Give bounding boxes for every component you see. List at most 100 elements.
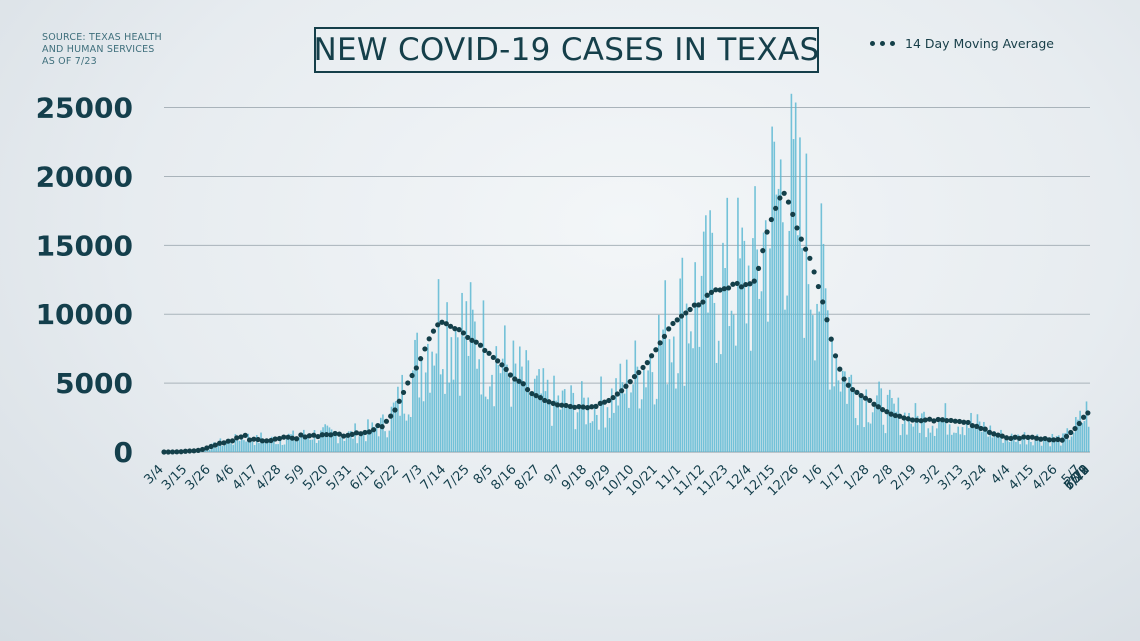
daily-bar <box>983 421 985 452</box>
daily-bar <box>561 390 564 452</box>
x-tick-label: 4/26 <box>1029 462 1060 493</box>
daily-bar <box>418 397 421 452</box>
daily-bar <box>698 346 701 452</box>
moving-average-point <box>901 415 907 421</box>
daily-bar <box>722 242 724 452</box>
daily-bar <box>782 222 784 452</box>
daily-bar <box>662 329 664 452</box>
x-axis: 3/43/153/264/64/174/285/95/205/316/116/2… <box>141 462 1092 499</box>
moving-average-point <box>567 403 573 410</box>
legend: 14 Day Moving Average <box>870 35 1054 51</box>
daily-bar <box>963 435 966 452</box>
moving-average-point <box>268 437 274 444</box>
daily-bar <box>1045 439 1047 452</box>
daily-bar <box>1034 440 1036 452</box>
daily-bar <box>1019 444 1022 452</box>
daily-bar <box>856 425 859 452</box>
daily-bar <box>863 427 865 452</box>
daily-bar <box>918 432 921 452</box>
moving-average-point <box>234 435 240 441</box>
moving-average-point <box>546 399 552 405</box>
moving-average-point <box>447 323 454 329</box>
moving-average-point <box>516 378 522 384</box>
daily-bar <box>382 414 384 452</box>
daily-bar <box>617 405 619 452</box>
daily-bar <box>938 418 940 452</box>
daily-bar <box>850 374 853 452</box>
moving-average-point <box>721 286 727 292</box>
moving-average-point <box>619 388 625 394</box>
daily-bar <box>236 438 239 452</box>
moving-average-point <box>281 434 287 440</box>
daily-bar <box>270 436 273 452</box>
moving-average-point <box>443 321 449 327</box>
daily-bar <box>957 426 960 452</box>
moving-average-point <box>465 334 471 341</box>
daily-bar <box>262 440 264 452</box>
moving-average-point <box>392 407 398 413</box>
daily-bar <box>826 310 829 452</box>
daily-bar <box>886 394 889 452</box>
daily-bar <box>369 432 371 452</box>
daily-bar <box>724 268 726 452</box>
daily-bar <box>694 262 696 452</box>
daily-bar <box>303 429 305 452</box>
moving-average-point <box>931 418 937 424</box>
moving-average-point <box>242 432 248 438</box>
daily-bar <box>636 366 639 452</box>
daily-bar <box>809 309 812 452</box>
daily-bar <box>944 403 947 452</box>
daily-bar <box>987 436 989 452</box>
daily-bar <box>735 345 737 452</box>
moving-average-point <box>375 422 381 429</box>
daily-bar <box>1047 437 1049 452</box>
daily-bar <box>705 215 707 452</box>
moving-average-point <box>999 433 1005 439</box>
moving-average-point <box>730 281 736 287</box>
moving-average-point <box>1012 434 1018 440</box>
daily-bar <box>647 370 649 452</box>
moving-average-point <box>798 236 804 242</box>
daily-bar <box>208 449 211 452</box>
moving-average-point <box>572 404 578 410</box>
moving-average-point <box>306 433 313 439</box>
daily-bar <box>653 404 656 452</box>
moving-average-point <box>217 440 223 446</box>
daily-bar <box>523 385 525 452</box>
daily-bar <box>305 437 307 452</box>
moving-average-point <box>781 190 787 196</box>
moving-average-point <box>1068 429 1074 436</box>
daily-bar <box>613 412 615 452</box>
daily-bar <box>495 346 498 452</box>
daily-bar <box>536 375 538 452</box>
daily-bar <box>948 424 951 452</box>
source-note: SOURCE: TEXAS HEALTH AND HUMAN SERVICES … <box>42 32 162 67</box>
moving-average-point <box>845 382 851 388</box>
daily-bar <box>717 340 720 452</box>
moving-average-point <box>246 437 253 443</box>
daily-bar <box>835 355 838 452</box>
daily-bar <box>341 437 344 452</box>
daily-bar <box>978 421 981 452</box>
daily-bar <box>467 355 470 452</box>
daily-bar <box>448 382 451 452</box>
daily-bar <box>833 386 835 452</box>
daily-bar <box>489 386 491 452</box>
moving-average-point <box>537 395 543 401</box>
moving-average-point <box>199 446 206 453</box>
daily-bar <box>206 449 209 452</box>
daily-bar <box>238 440 241 452</box>
daily-bar <box>690 331 692 452</box>
daily-bar <box>362 433 365 452</box>
daily-bar <box>739 258 741 452</box>
daily-bar <box>230 443 232 452</box>
daily-bar <box>901 424 904 452</box>
daily-bar <box>852 388 855 452</box>
daily-bar <box>961 427 964 452</box>
x-tick-label: 1/28 <box>841 462 872 493</box>
moving-average-point <box>991 431 997 437</box>
daily-bar <box>292 430 294 452</box>
moving-average-point <box>161 449 167 455</box>
daily-bar <box>602 400 605 452</box>
daily-bar <box>551 425 553 452</box>
